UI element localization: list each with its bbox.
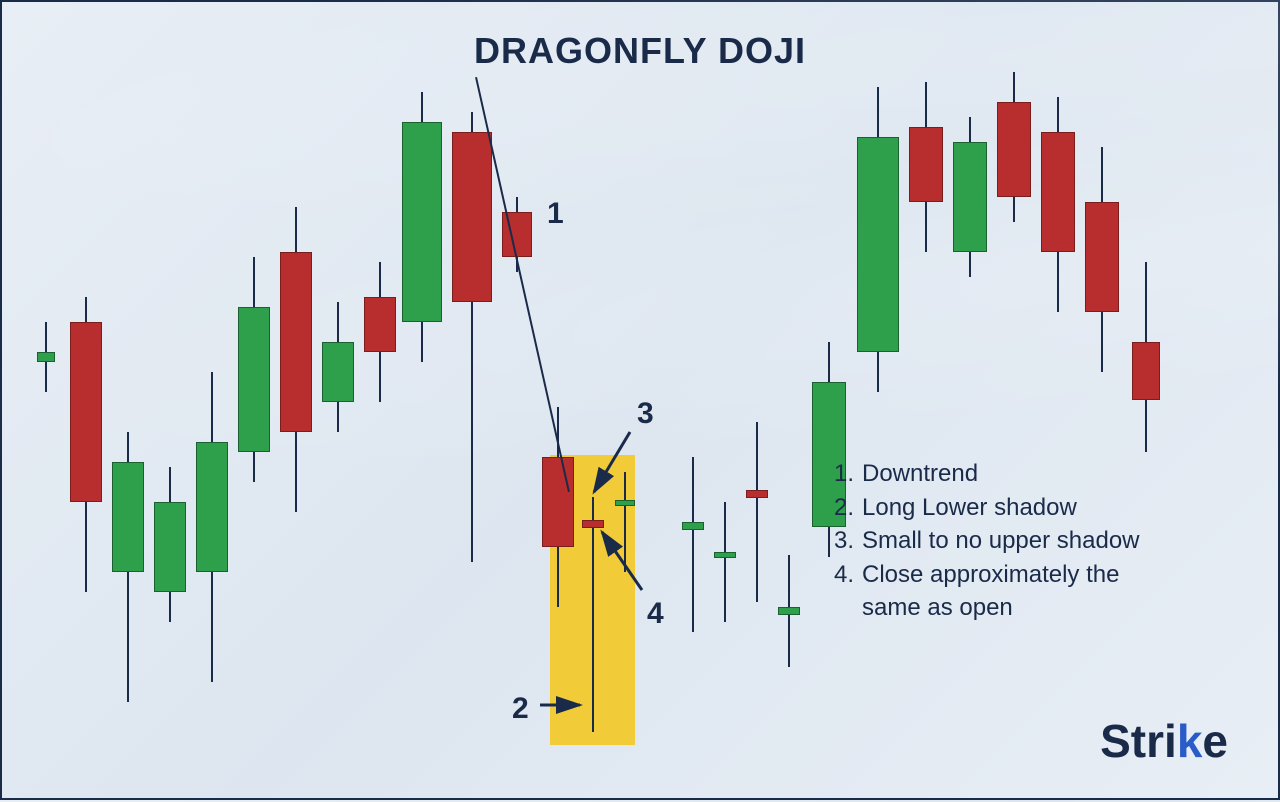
- candle: [196, 2, 228, 802]
- candle: [1085, 2, 1119, 802]
- candle: [364, 2, 396, 802]
- legend: 1.Downtrend2.Long Lower shadow3.Small to…: [834, 457, 1182, 625]
- legend-text: Small to no upper shadow: [862, 524, 1140, 558]
- legend-item: 4.Close approximately the same as open: [834, 558, 1182, 625]
- candle: [746, 2, 768, 802]
- candle: [280, 2, 312, 802]
- legend-text: Long Lower shadow: [862, 491, 1077, 525]
- annotation-number: 1: [547, 197, 564, 231]
- candle: [154, 2, 186, 802]
- logo-text: e: [1202, 715, 1228, 767]
- candle: [812, 2, 846, 802]
- legend-item: 3.Small to no upper shadow: [834, 524, 1182, 558]
- candle: [997, 2, 1031, 802]
- legend-text: Close approximately the same as open: [862, 558, 1182, 625]
- candle: [714, 2, 736, 802]
- logo-text: Stri: [1100, 715, 1177, 767]
- candle: [909, 2, 943, 802]
- candle: [238, 2, 270, 802]
- candle: [502, 2, 532, 802]
- annotation-number: 3: [637, 397, 654, 431]
- candle: [402, 2, 442, 802]
- candle: [112, 2, 144, 802]
- candle: [1132, 2, 1160, 802]
- annotation-number: 2: [512, 692, 529, 726]
- legend-text: Downtrend: [862, 457, 978, 491]
- annotation-number: 4: [647, 597, 664, 631]
- brand-logo: Strike: [1100, 714, 1228, 768]
- legend-num: 1.: [834, 457, 862, 491]
- candle: [322, 2, 354, 802]
- candle: [37, 2, 55, 802]
- legend-num: 2.: [834, 491, 862, 525]
- candle: [682, 2, 704, 802]
- legend-item: 2.Long Lower shadow: [834, 491, 1182, 525]
- candlestick-chart: 1 2 3 4: [2, 2, 1280, 802]
- legend-num: 4.: [834, 558, 862, 592]
- legend-item: 1.Downtrend: [834, 457, 1182, 491]
- candle: [582, 2, 604, 802]
- legend-num: 3.: [834, 524, 862, 558]
- candle: [1041, 2, 1075, 802]
- candle: [953, 2, 987, 802]
- candle: [70, 2, 102, 802]
- candle: [615, 2, 635, 802]
- logo-accent: k: [1177, 714, 1203, 768]
- candle: [778, 2, 800, 802]
- candle: [857, 2, 899, 802]
